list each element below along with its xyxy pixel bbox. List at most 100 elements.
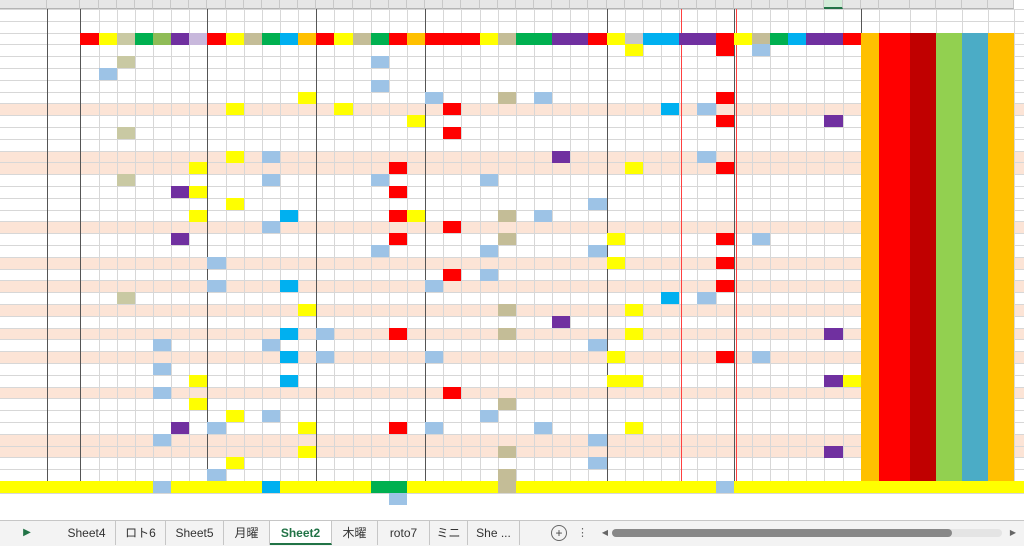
number-cell[interactable]: [534, 127, 552, 139]
summary-cell[interactable]: [861, 151, 879, 163]
number-cell[interactable]: [189, 186, 207, 198]
summary-cell[interactable]: [861, 198, 879, 210]
number-cell[interactable]: [189, 398, 207, 410]
column-header-m[interactable]: [262, 0, 280, 9]
summary-cell[interactable]: [988, 328, 1014, 340]
number-cell[interactable]: [588, 457, 607, 469]
summary-cell[interactable]: [861, 316, 879, 328]
column-header-am[interactable]: [734, 0, 752, 9]
number-cell[interactable]: [298, 221, 316, 233]
scroll-left-icon[interactable]: ◀: [601, 528, 609, 537]
number-cell[interactable]: [425, 92, 443, 104]
number-cell[interactable]: [189, 56, 207, 68]
date-cell[interactable]: [4, 375, 43, 387]
summary-cell[interactable]: [879, 410, 910, 422]
summary-cell[interactable]: [861, 363, 879, 375]
summary-cell[interactable]: [962, 198, 988, 210]
add-sheet-icon[interactable]: +: [551, 525, 567, 541]
summary-cell[interactable]: [910, 245, 936, 257]
tab-sheet5[interactable]: Sheet5: [166, 521, 224, 545]
summary-cell[interactable]: [988, 162, 1014, 174]
number-cell[interactable]: [625, 221, 643, 233]
round-cell[interactable]: [49, 434, 80, 446]
number-cell[interactable]: [80, 115, 99, 127]
summary-cell[interactable]: [861, 280, 879, 292]
summary-cell[interactable]: [962, 186, 988, 198]
summary-cell[interactable]: [861, 186, 879, 198]
summary-cell[interactable]: [910, 186, 936, 198]
summary-cell[interactable]: [879, 316, 910, 328]
column-header-aj[interactable]: [679, 0, 697, 9]
summary-cell[interactable]: [936, 68, 962, 80]
final-number-cell[interactable]: [570, 481, 588, 493]
round-cell[interactable]: [49, 103, 80, 115]
number-cell[interactable]: [498, 446, 516, 458]
summary-cell[interactable]: [936, 80, 962, 92]
date-cell[interactable]: [4, 292, 43, 304]
number-cell[interactable]: [461, 269, 480, 281]
summary-cell[interactable]: [861, 446, 879, 458]
summary-cell[interactable]: [879, 151, 910, 163]
summary-cell[interactable]: [988, 44, 1014, 56]
summary-cell[interactable]: [879, 257, 910, 269]
round-cell[interactable]: [49, 316, 80, 328]
number-cell[interactable]: [480, 245, 498, 257]
summary-cell[interactable]: [962, 339, 988, 351]
number-cell[interactable]: [135, 210, 153, 222]
round-cell[interactable]: [49, 115, 80, 127]
date-cell[interactable]: [4, 139, 43, 151]
number-cell[interactable]: [716, 162, 734, 174]
column-header-k[interactable]: [226, 0, 244, 9]
number-cell[interactable]: [153, 139, 171, 151]
number-cell[interactable]: [389, 186, 407, 198]
number-cell[interactable]: [661, 186, 679, 198]
final-number-cell[interactable]: [371, 481, 389, 493]
summary-cell[interactable]: [879, 457, 910, 469]
number-cell[interactable]: [498, 328, 516, 340]
column-header-af[interactable]: [607, 0, 625, 9]
summary-cell[interactable]: [879, 68, 910, 80]
summary-cell[interactable]: [962, 269, 988, 281]
number-cell[interactable]: [788, 280, 806, 292]
date-cell[interactable]: [4, 127, 43, 139]
number-cell[interactable]: [534, 92, 552, 104]
spreadsheet-grid[interactable]: [0, 0, 1024, 520]
number-cell[interactable]: [334, 103, 353, 115]
summary-cell[interactable]: [988, 434, 1014, 446]
number-cell[interactable]: [153, 363, 171, 375]
round-cell-final[interactable]: [49, 481, 80, 493]
summary-cell[interactable]: [910, 68, 936, 80]
date-cell[interactable]: [4, 44, 43, 56]
round-cell[interactable]: [49, 422, 80, 434]
number-cell[interactable]: [425, 422, 443, 434]
summary-cell[interactable]: [879, 44, 910, 56]
column-header-o[interactable]: [298, 0, 316, 9]
round-cell[interactable]: [49, 304, 80, 316]
tab-scroll-right-icon[interactable]: ▶: [23, 527, 31, 538]
summary-cell[interactable]: [962, 162, 988, 174]
summary-cell[interactable]: [988, 422, 1014, 434]
summary-cell[interactable]: [962, 387, 988, 399]
number-cell[interactable]: [461, 210, 480, 222]
round-cell[interactable]: [49, 162, 80, 174]
summary-cell[interactable]: [910, 434, 936, 446]
number-cell[interactable]: [99, 198, 117, 210]
summary-cell[interactable]: [910, 457, 936, 469]
column-header-h[interactable]: [171, 0, 189, 9]
number-cell[interactable]: [607, 257, 625, 269]
column-header-ay[interactable]: [988, 0, 1014, 9]
number-cell[interactable]: [461, 469, 480, 481]
number-cell[interactable]: [607, 56, 625, 68]
number-cell[interactable]: [679, 186, 697, 198]
number-cell[interactable]: [425, 351, 443, 363]
summary-cell[interactable]: [936, 210, 962, 222]
number-header-36[interactable]: [716, 33, 734, 45]
summary-cell[interactable]: [988, 257, 1014, 269]
number-cell[interactable]: [498, 363, 516, 375]
summary-cell[interactable]: [879, 375, 910, 387]
number-header-28[interactable]: [570, 33, 588, 45]
number-cell[interactable]: [389, 80, 407, 92]
number-header-30[interactable]: [607, 33, 625, 45]
number-header-9[interactable]: [226, 33, 244, 45]
number-cell[interactable]: [189, 210, 207, 222]
